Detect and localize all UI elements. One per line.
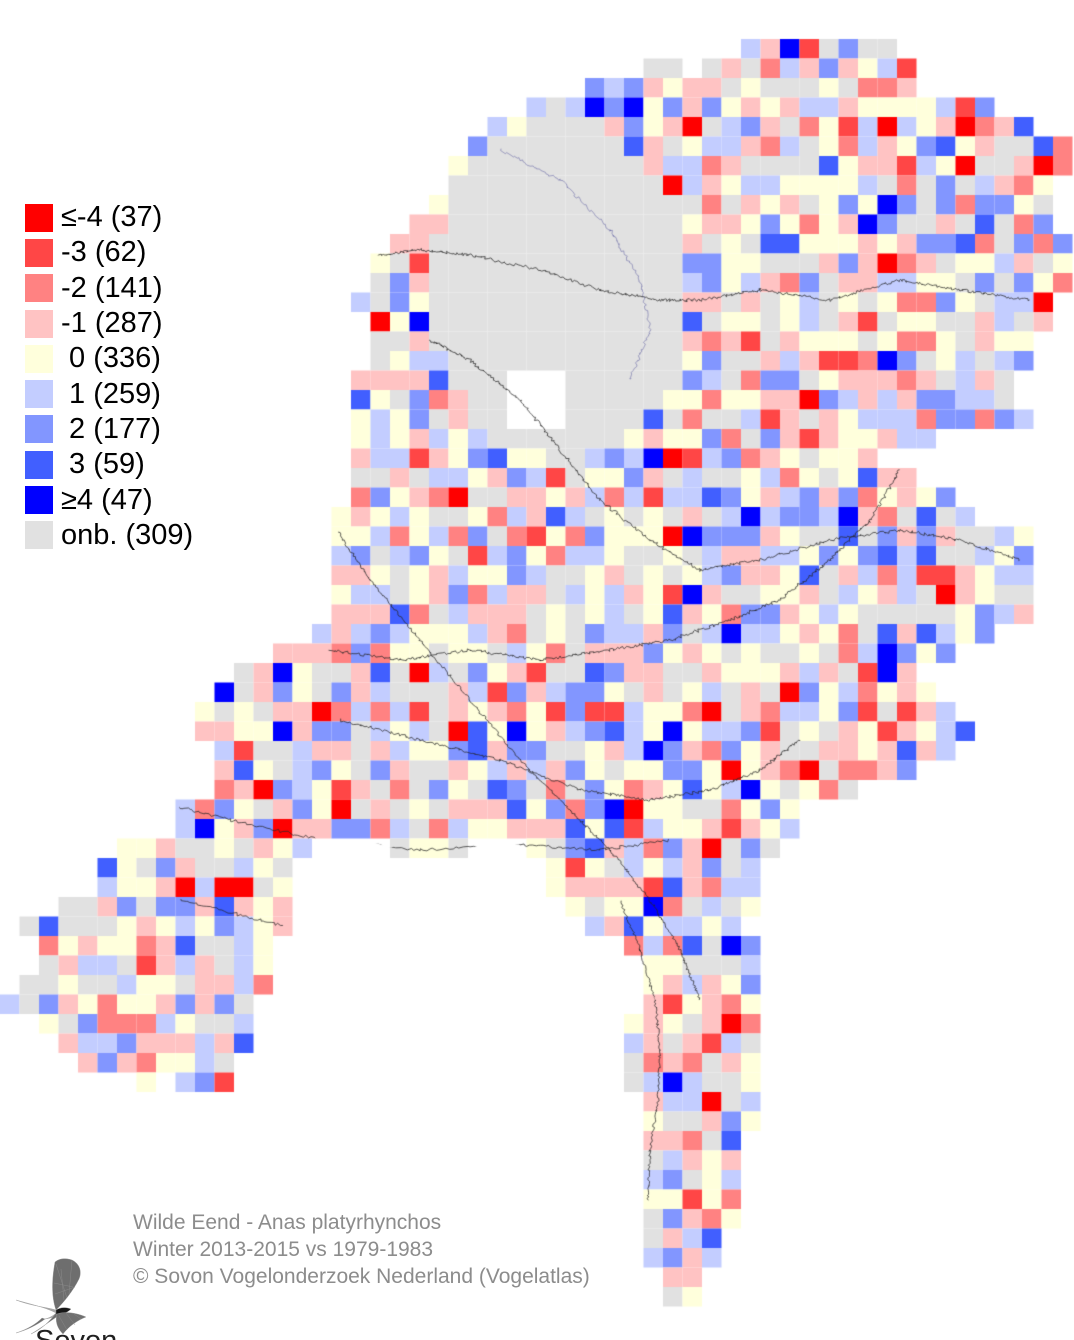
svg-text:Sovon: Sovon [35, 1325, 117, 1340]
